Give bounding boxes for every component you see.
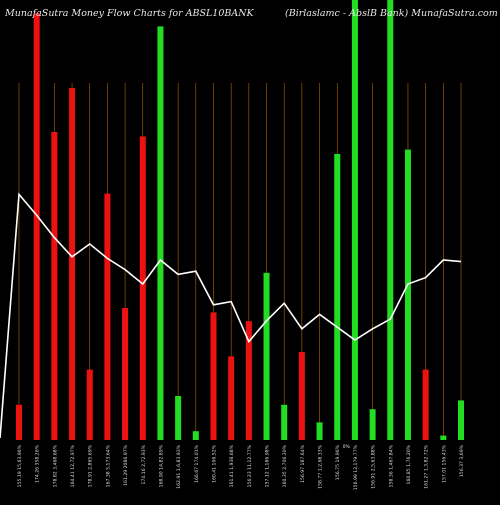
bar [404,149,411,440]
price-line [0,192,462,439]
x-tick-label: 161.41 1,938.68% [229,444,235,487]
bar-series [16,0,464,441]
price-line-series [0,192,462,439]
bar [69,88,76,440]
x-tick-label: 161.27 1,3,82.72% [424,444,430,488]
x-tick-label: 162.91 1,6,83.93% [176,444,182,488]
bar [157,26,164,441]
x-tick-label: 156.75 19.96% [335,444,341,480]
x-tick-labels: 155.19 15,63.96% 174.26 358.26% 178.82 3,4… [17,444,465,490]
x-tick-label: 161.29 2086.97% [123,444,129,486]
bar [33,13,40,440]
bar [86,369,93,440]
x-tick-label: 157.12 1,186.98% [265,444,271,487]
bar [228,356,235,440]
x-tick-label: 178.82 3,468.68% [52,444,58,487]
x-tick-label: 158.77 1,2,68.33% [318,444,324,488]
chart-title: MunafaSutra Money Flow Charts for ABSL10… [5,8,254,19]
x-tick-label: 160.35 2,706.30% [282,444,288,487]
bar [281,404,288,440]
bar [245,321,252,440]
x-tick-label: 168.90 14,82.89% [158,444,164,487]
bar [210,312,217,440]
bar [458,400,464,440]
x-tick-label: 167.38 5,173.64% [105,444,111,487]
x-tick-label: 155.19 15,63.96% [17,444,23,487]
bar [298,352,305,440]
bar [192,431,199,440]
x-tick-label: 156.37 3,69% [459,444,465,477]
chart-source-title: (Birlaslamc - AbslB Bank) MunafaSutra.co… [285,8,498,19]
bar [16,404,22,440]
x-tick-label: 174.26 358.26% [35,444,41,483]
x-tick-label: 164.41 12,72.97% [70,444,76,487]
grid-lines [18,83,462,440]
bar [369,409,376,440]
x-tick-label: 156.23 11,12.77% [247,444,253,487]
bar [139,136,146,440]
bar [175,396,182,440]
x-tick-label: 178.91 2,865.69% [88,444,94,487]
x-tick-label: 156.99 12,179.77% [353,444,359,490]
x-tick-label: 160.85 1,76.20% [406,444,412,484]
x-tick-label: 158.36 1,467.84% [388,444,394,487]
x-tick-label: 166.67 174.01% [194,444,200,483]
bar [334,154,341,440]
bar [316,422,323,440]
x-tick-label: 156.97 187.64% [300,444,306,483]
bar [51,132,58,440]
x-tick-label: 156.91 2,5,63.88% [371,444,377,488]
x-tick-label: 160.41 106.52% [211,444,217,483]
bar [122,308,129,440]
x-tick-label: 174.16 2,72.93% [141,444,147,484]
bar [387,0,394,440]
bar [422,369,429,440]
bar [104,193,111,440]
bar [440,435,447,440]
x-suffix-label: 0% [343,444,351,450]
bar [263,272,270,440]
x-tick-label: 157.01 156.43% [441,444,447,483]
bar [351,0,358,440]
